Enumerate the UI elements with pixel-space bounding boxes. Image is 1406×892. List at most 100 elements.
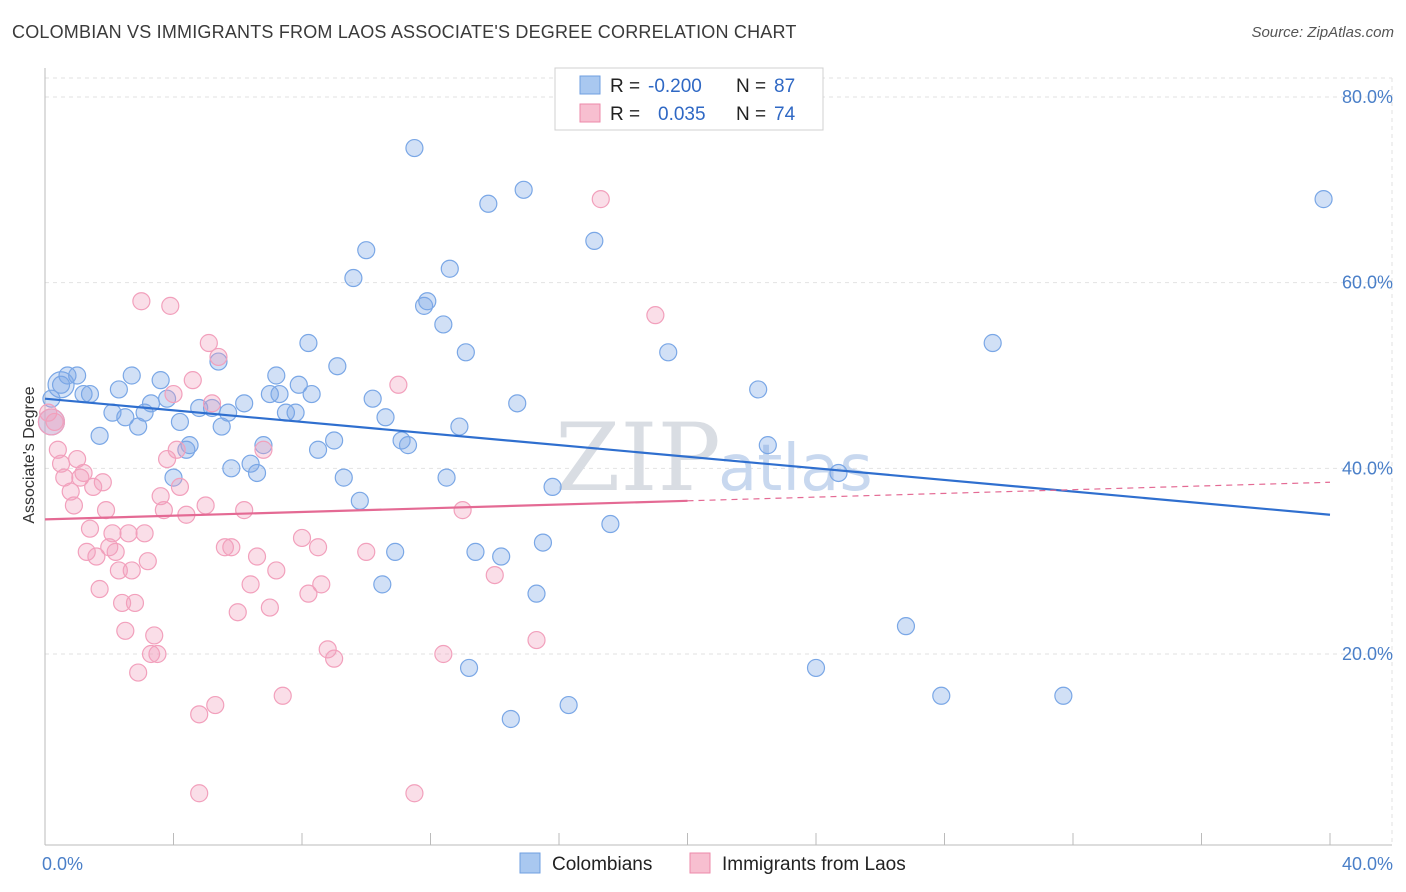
point-laos-31 — [145, 626, 164, 645]
point-colombians-36 — [299, 333, 318, 353]
point-laos-30 — [141, 644, 161, 664]
point-colombians-39 — [325, 431, 344, 450]
watermark-atlas: atlas — [718, 432, 873, 506]
point-colombians-63 — [501, 709, 520, 729]
point-laos-36 — [161, 296, 180, 315]
point-colombians-51 — [405, 138, 424, 158]
legend-r-value-2: 0.035 — [658, 104, 706, 125]
point-colombians-57 — [450, 417, 469, 436]
point-colombians-65 — [514, 180, 533, 199]
point-laos-34 — [154, 501, 173, 520]
point-laos-38 — [167, 440, 186, 459]
y-tick-label-20: 20.0% — [1342, 644, 1393, 664]
point-colombians-58 — [456, 343, 475, 362]
point-laos-37 — [164, 384, 183, 404]
point-colombians-43 — [350, 491, 369, 510]
point-colombians-69 — [559, 695, 578, 715]
point-laos-28 — [135, 524, 154, 543]
point-laos-64 — [357, 542, 376, 561]
point-colombians-53 — [418, 292, 437, 311]
point-laos-61 — [312, 575, 331, 594]
point-laos-60 — [308, 538, 328, 557]
point-laos-22 — [116, 621, 135, 640]
point-colombians-45 — [363, 389, 382, 408]
point-colombians-16 — [164, 468, 183, 487]
point-laos-46 — [206, 695, 225, 715]
bottom-legend-laos: Immigrants from Laos — [722, 854, 906, 875]
source-credit: Source: ZipAtlas.com — [1251, 24, 1394, 41]
legend-n-value-2: 74 — [774, 104, 796, 125]
point-colombians-80 — [1054, 686, 1073, 705]
point-colombians-78 — [932, 686, 951, 705]
point-laos-26 — [129, 663, 148, 682]
point-laos-73 — [190, 784, 209, 803]
point-colombians-75 — [806, 658, 826, 678]
point-laos-18 — [103, 524, 122, 543]
point-laos-63 — [325, 649, 344, 668]
point-colombians-70 — [585, 231, 604, 250]
point-laos-45 — [202, 394, 222, 413]
legend-n-label-1: N = — [736, 76, 766, 97]
point-colombians-10 — [122, 366, 141, 385]
point-laos-35 — [157, 449, 177, 469]
point-laos-44 — [199, 333, 218, 353]
point-colombians-47 — [376, 408, 395, 427]
trend-lines — [44, 397, 1331, 521]
point-colombians-26 — [235, 394, 254, 413]
point-colombians-54 — [434, 315, 453, 334]
point-colombians-30 — [260, 384, 279, 404]
trend-line-colombians — [44, 397, 1331, 516]
bottom-legend-colombians: Colombians — [552, 854, 652, 875]
big-point-laos-0 — [37, 408, 66, 436]
point-colombians-67 — [533, 533, 553, 552]
point-laos-58 — [292, 528, 312, 548]
bottom-swatch-colombians — [519, 852, 541, 874]
point-laos-20 — [109, 561, 128, 580]
point-colombians-29 — [254, 436, 273, 455]
point-laos-62 — [318, 640, 337, 659]
point-laos-14 — [90, 579, 109, 599]
bottom-swatch-laos — [689, 852, 711, 874]
point-laos-32 — [148, 644, 167, 664]
point-laos-24 — [122, 561, 141, 580]
point-laos-47 — [209, 347, 228, 367]
point-laos-53 — [247, 547, 267, 566]
point-colombians-25 — [222, 459, 241, 478]
point-colombians-35 — [289, 375, 308, 394]
top-legend: R = -0.200 N = 87 R = 0.035 N = 74 — [554, 67, 824, 131]
point-colombians-66 — [527, 584, 546, 603]
point-laos-43 — [196, 496, 215, 515]
point-colombians-38 — [308, 440, 328, 459]
legend-r-label-1: R = — [610, 76, 640, 97]
point-colombians-8 — [109, 380, 128, 399]
point-colombians-74 — [758, 436, 777, 455]
point-colombians-27 — [241, 454, 260, 473]
point-colombians-41 — [334, 468, 353, 487]
point-laos-15 — [93, 473, 112, 492]
point-colombians-68 — [543, 477, 562, 496]
point-laos-69 — [527, 630, 546, 650]
point-colombians-34 — [286, 403, 305, 422]
point-colombians-56 — [440, 259, 459, 278]
point-colombians-61 — [479, 194, 498, 213]
point-laos-41 — [183, 371, 202, 390]
point-laos-42 — [190, 705, 209, 724]
point-laos-6 — [64, 496, 84, 515]
point-laos-19 — [106, 542, 125, 561]
point-colombians-71 — [601, 514, 620, 534]
point-colombians-32 — [270, 384, 289, 404]
point-colombians-40 — [328, 357, 347, 376]
trend-line-laos-extension — [687, 481, 1331, 502]
point-laos-11 — [80, 519, 100, 538]
point-laos-56 — [267, 561, 286, 580]
point-colombians-62 — [492, 547, 511, 566]
axes — [44, 68, 1392, 846]
point-laos-29 — [138, 552, 157, 571]
point-colombians-60 — [466, 542, 485, 561]
point-colombians-31 — [267, 366, 286, 385]
point-laos-25 — [125, 593, 145, 613]
point-colombians-59 — [459, 658, 479, 678]
legend-r-label-2: R = — [610, 104, 640, 125]
y-tick-label-80: 80.0% — [1342, 87, 1393, 107]
